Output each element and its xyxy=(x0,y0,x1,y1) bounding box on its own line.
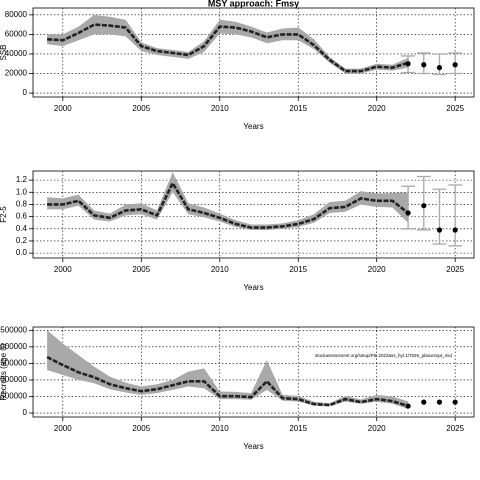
y-tick-label: 1000000 xyxy=(0,375,28,384)
projection-point xyxy=(436,65,443,71)
plot-frame xyxy=(32,7,475,98)
x-axis-title: Years xyxy=(243,283,263,292)
x-tick-label: 2000 xyxy=(54,265,72,274)
x-tick-label: 2015 xyxy=(289,104,307,113)
median-line xyxy=(47,180,409,229)
x-tick-label: 2005 xyxy=(132,424,150,433)
confidence-band xyxy=(47,14,409,74)
y-tick-label: 0 xyxy=(23,88,28,97)
y-tick-label: 1.2 xyxy=(16,175,28,184)
median-line xyxy=(47,23,409,73)
y-tick-label: 80000 xyxy=(5,10,28,19)
y-tick-label: 0.8 xyxy=(16,200,28,209)
projection-point xyxy=(421,399,427,405)
y-tick-label: 0.0 xyxy=(16,248,28,257)
y-tick-label: 1500000 xyxy=(0,359,28,368)
panel: MSY approach: Fmsy 2000 2005 2010 2015 2020 20… xyxy=(0,0,475,131)
y-tick-label: 0.6 xyxy=(16,212,28,221)
x-tick-label: 2010 xyxy=(211,265,229,274)
y-tick-label: 2500000 xyxy=(0,325,28,334)
x-tick-label: 2025 xyxy=(446,265,464,274)
x-tick-label: 2020 xyxy=(368,265,386,274)
x-tick-label: 2010 xyxy=(211,424,229,433)
projection-point xyxy=(452,399,458,405)
x-axis-title: Years xyxy=(243,442,263,451)
error-bar xyxy=(432,53,447,76)
projection-point xyxy=(421,62,427,68)
y-tick-label: 500000 xyxy=(0,392,27,401)
confidence-band xyxy=(47,330,409,410)
panel: 2000 2005 2010 2015 2020 2025 0 500000 1000000 15… xyxy=(0,325,475,451)
x-tick-label: 2000 xyxy=(54,104,72,113)
projection-point xyxy=(405,403,411,409)
annotation: stockassessment.org/setup/Ple.2023ass_hy… xyxy=(315,353,452,358)
y-tick-label: 2000000 xyxy=(0,342,28,351)
error-bar xyxy=(401,185,416,230)
x-tick-label: 2025 xyxy=(446,424,464,433)
projection-point xyxy=(452,62,458,68)
x-tick-label: 2020 xyxy=(368,424,386,433)
x-tick-label: 2010 xyxy=(211,104,229,113)
y-axis-title: Recruits (age 0) xyxy=(0,343,8,400)
y-tick-label: 0 xyxy=(23,408,28,417)
x-tick-label: 2005 xyxy=(132,265,150,274)
median-line xyxy=(46,355,409,408)
error-bar xyxy=(448,184,463,247)
projection-point xyxy=(452,227,458,233)
x-tick-label: 2015 xyxy=(289,424,307,433)
x-tick-label: 2025 xyxy=(446,104,464,113)
x-tick-label: 2005 xyxy=(132,104,150,113)
plot-frame xyxy=(32,326,475,418)
panel: 2000 2005 2010 2015 2020 2025 0.0 0.2 0.4 0.6 0.8 1… xyxy=(0,170,475,292)
projection-point xyxy=(436,399,443,405)
y-axis-title: SSB xyxy=(0,44,8,60)
plot-frame xyxy=(32,170,475,259)
error-bar xyxy=(432,188,447,245)
projection-point xyxy=(405,61,411,67)
x-tick-label: 2015 xyxy=(289,265,307,274)
projection-point xyxy=(436,227,443,233)
projection-point xyxy=(421,203,427,209)
x-axis-title: Years xyxy=(243,122,263,131)
x-tick-label: 2000 xyxy=(54,424,72,433)
y-tick-label: 1.0 xyxy=(16,187,28,196)
y-axis-title: F2-5 xyxy=(0,206,8,223)
y-tick-label: 40000 xyxy=(5,49,28,58)
y-tick-label: 20000 xyxy=(5,69,28,78)
y-tick-label: 0.4 xyxy=(16,224,28,233)
projection-point xyxy=(405,210,411,216)
chart-title: MSY approach: Fmsy xyxy=(208,0,299,8)
y-tick-label: 0.2 xyxy=(16,236,28,245)
x-tick-label: 2020 xyxy=(368,104,386,113)
y-tick-label: 60000 xyxy=(5,30,28,39)
